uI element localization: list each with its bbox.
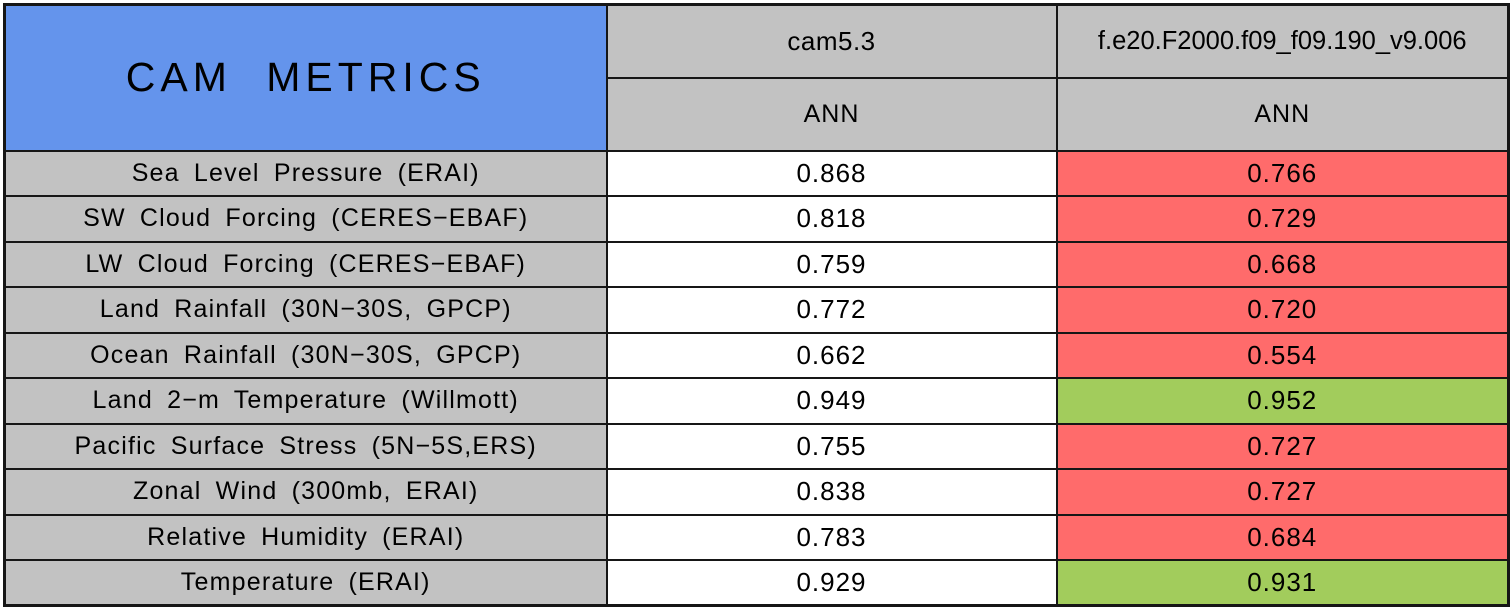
- metric-value: 0.684: [1055, 513, 1510, 561]
- table-row: Zonal Wind (300mb, ERAI) 0.838 0.727: [3, 468, 1510, 516]
- run1-season-header: ANN: [605, 76, 1058, 152]
- metric-label: Temperature (ERAI): [3, 559, 608, 607]
- season-row: ANN ANN: [5, 76, 1510, 152]
- metric-value: 0.838: [605, 468, 1058, 516]
- table-row: Temperature (ERAI) 0.929 0.931: [3, 559, 1510, 607]
- metric-value: 0.727: [1055, 422, 1510, 470]
- table-header: CAM METRICS cam5.3 f.e20.F2000.f09_f09.1…: [3, 3, 1510, 152]
- metric-value: 0.949: [605, 377, 1058, 425]
- table-body: Sea Level Pressure (ERAI) 0.868 0.766 SW…: [3, 149, 1510, 607]
- metric-label: LW Cloud Forcing (CERES−EBAF): [3, 240, 608, 288]
- metric-value: 0.759: [605, 240, 1058, 288]
- table-row: Land Rainfall (30N−30S, GPCP) 0.772 0.72…: [3, 286, 1510, 334]
- metric-value: 0.783: [605, 513, 1058, 561]
- cam-metrics-table: CAM METRICS cam5.3 f.e20.F2000.f09_f09.1…: [3, 3, 1510, 607]
- metric-value: 0.720: [1055, 286, 1510, 334]
- table-title: CAM METRICS: [3, 3, 608, 152]
- metric-value: 0.931: [1055, 559, 1510, 607]
- metric-value: 0.554: [1055, 331, 1510, 379]
- metric-label: SW Cloud Forcing (CERES−EBAF): [3, 195, 608, 243]
- metric-value: 0.868: [605, 149, 1058, 197]
- run2-name-header: f.e20.F2000.f09_f09.190_v9.006: [1055, 3, 1510, 79]
- metric-value: 0.818: [605, 195, 1058, 243]
- metric-label: Sea Level Pressure (ERAI): [3, 149, 608, 197]
- table-row: Pacific Surface Stress (5N−5S,ERS) 0.755…: [3, 422, 1510, 470]
- metric-value: 0.929: [605, 559, 1058, 607]
- metric-label: Zonal Wind (300mb, ERAI): [3, 468, 608, 516]
- metric-label: Land Rainfall (30N−30S, GPCP): [3, 286, 608, 334]
- table-row: SW Cloud Forcing (CERES−EBAF) 0.818 0.72…: [3, 195, 1510, 243]
- metric-value: 0.727: [1055, 468, 1510, 516]
- metric-value: 0.662: [605, 331, 1058, 379]
- run2-season-header: ANN: [1055, 76, 1510, 152]
- metric-value: 0.668: [1055, 240, 1510, 288]
- metric-value: 0.766: [1055, 149, 1510, 197]
- metric-value: 0.755: [605, 422, 1058, 470]
- metric-value: 0.772: [605, 286, 1058, 334]
- table-row: LW Cloud Forcing (CERES−EBAF) 0.759 0.66…: [3, 240, 1510, 288]
- metric-label: Land 2−m Temperature (Willmott): [3, 377, 608, 425]
- run-name-row: CAM METRICS cam5.3 f.e20.F2000.f09_f09.1…: [3, 3, 1510, 152]
- table-row: Land 2−m Temperature (Willmott) 0.949 0.…: [3, 377, 1510, 425]
- metric-value: 0.952: [1055, 377, 1510, 425]
- table-row: Ocean Rainfall (30N−30S, GPCP) 0.662 0.5…: [3, 331, 1510, 379]
- metric-label: Ocean Rainfall (30N−30S, GPCP): [3, 331, 608, 379]
- table-row: Relative Humidity (ERAI) 0.783 0.684: [3, 513, 1510, 561]
- table-row: Sea Level Pressure (ERAI) 0.868 0.766: [3, 149, 1510, 197]
- metric-label: Pacific Surface Stress (5N−5S,ERS): [3, 422, 608, 470]
- run1-name-header: cam5.3: [605, 3, 1058, 79]
- metric-value: 0.729: [1055, 195, 1510, 243]
- metric-label: Relative Humidity (ERAI): [3, 513, 608, 561]
